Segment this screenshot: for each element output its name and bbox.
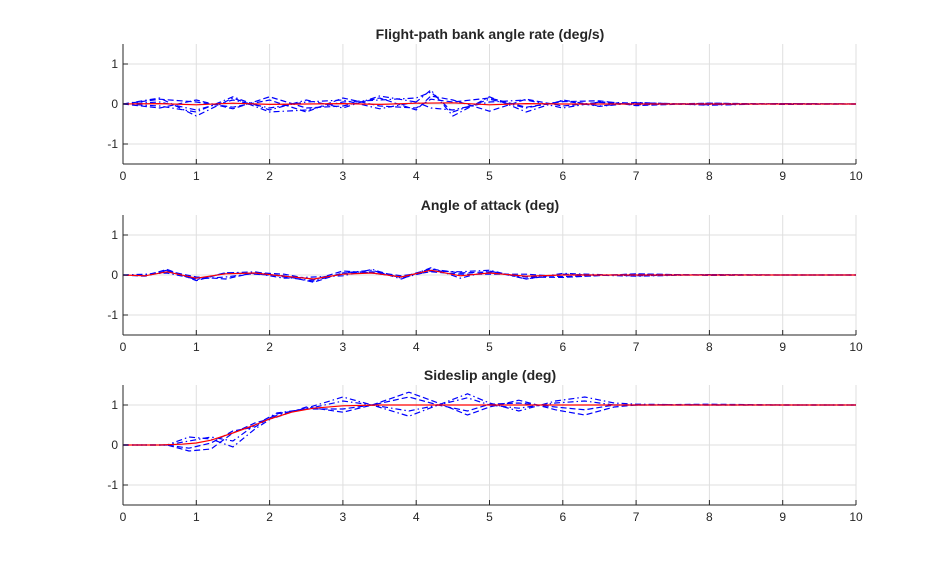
series-line-5	[122, 95, 857, 113]
x-tick-label: 5	[486, 340, 493, 354]
x-tick-label: 1	[193, 340, 200, 354]
x-tick-label: 9	[779, 340, 786, 354]
x-tick-label: 7	[633, 510, 640, 524]
reference-line	[122, 269, 856, 280]
subplot-angle-of-attack: Angle of attack (deg) 0 1 2 3 4 5 6 7 8 9 10 -1 0 1	[107, 197, 863, 354]
x-tick-label: 10	[849, 510, 863, 524]
reference-line	[122, 102, 856, 106]
y-tick-label: 0	[111, 97, 118, 111]
x-tick-label: 6	[559, 169, 566, 183]
reference-line	[123, 404, 856, 446]
x-tick-label: 4	[413, 169, 420, 183]
x-tick-label: 1	[193, 510, 200, 524]
x-tick-label: 3	[340, 340, 347, 354]
x-tick-label: 2	[266, 169, 273, 183]
y-tick-label: 0	[111, 438, 118, 452]
x-tick-label: 0	[120, 510, 127, 524]
x-tick-label: 10	[849, 169, 863, 183]
subplot-title: Sideslip angle (deg)	[424, 367, 556, 383]
x-tick-label: 0	[120, 340, 127, 354]
series-line-3	[122, 89, 857, 117]
x-tick-label: 8	[706, 169, 713, 183]
x-tick-label: 2	[266, 510, 273, 524]
subplot-title: Angle of attack (deg)	[421, 197, 559, 213]
x-tick-label: 6	[559, 510, 566, 524]
x-tick-label: 10	[849, 340, 863, 354]
series-line-2	[122, 95, 857, 112]
subplot-sideslip-angle: Sideslip angle (deg) 0 1 2 3 4 5 6 7 8 9 10 -1 0 1	[107, 367, 863, 524]
x-tick-label: 4	[413, 340, 420, 354]
x-tick-label: 9	[779, 510, 786, 524]
y-tick-label: -1	[107, 137, 118, 151]
y-tick-label: 0	[111, 268, 118, 282]
subplot-bank-angle-rate: Flight-path bank angle rate (deg/s) 0 1 2 3…	[107, 26, 863, 183]
x-tick-label: 9	[779, 169, 786, 183]
x-tick-label: 6	[559, 340, 566, 354]
x-tick-label: 4	[413, 510, 420, 524]
x-tick-label: 5	[486, 510, 493, 524]
x-tick-label: 8	[706, 340, 713, 354]
x-tick-label: 8	[706, 510, 713, 524]
x-tick-label: 7	[633, 340, 640, 354]
y-tick-label: -1	[107, 308, 118, 322]
x-tick-label: 2	[266, 340, 273, 354]
y-tick-label: 1	[111, 398, 118, 412]
x-tick-label: 7	[633, 169, 640, 183]
x-tick-label: 0	[120, 169, 127, 183]
subplot-title: Flight-path bank angle rate (deg/s)	[376, 26, 605, 42]
x-tick-label: 3	[340, 510, 347, 524]
x-tick-label: 3	[340, 169, 347, 183]
y-tick-label: -1	[107, 478, 118, 492]
y-tick-label: 1	[111, 57, 118, 71]
x-tick-label: 5	[486, 169, 493, 183]
y-tick-label: 1	[111, 228, 118, 242]
series-line-4	[122, 97, 856, 113]
x-tick-label: 1	[193, 169, 200, 183]
series-line-2	[123, 391, 856, 452]
series-line-1	[123, 393, 856, 448]
